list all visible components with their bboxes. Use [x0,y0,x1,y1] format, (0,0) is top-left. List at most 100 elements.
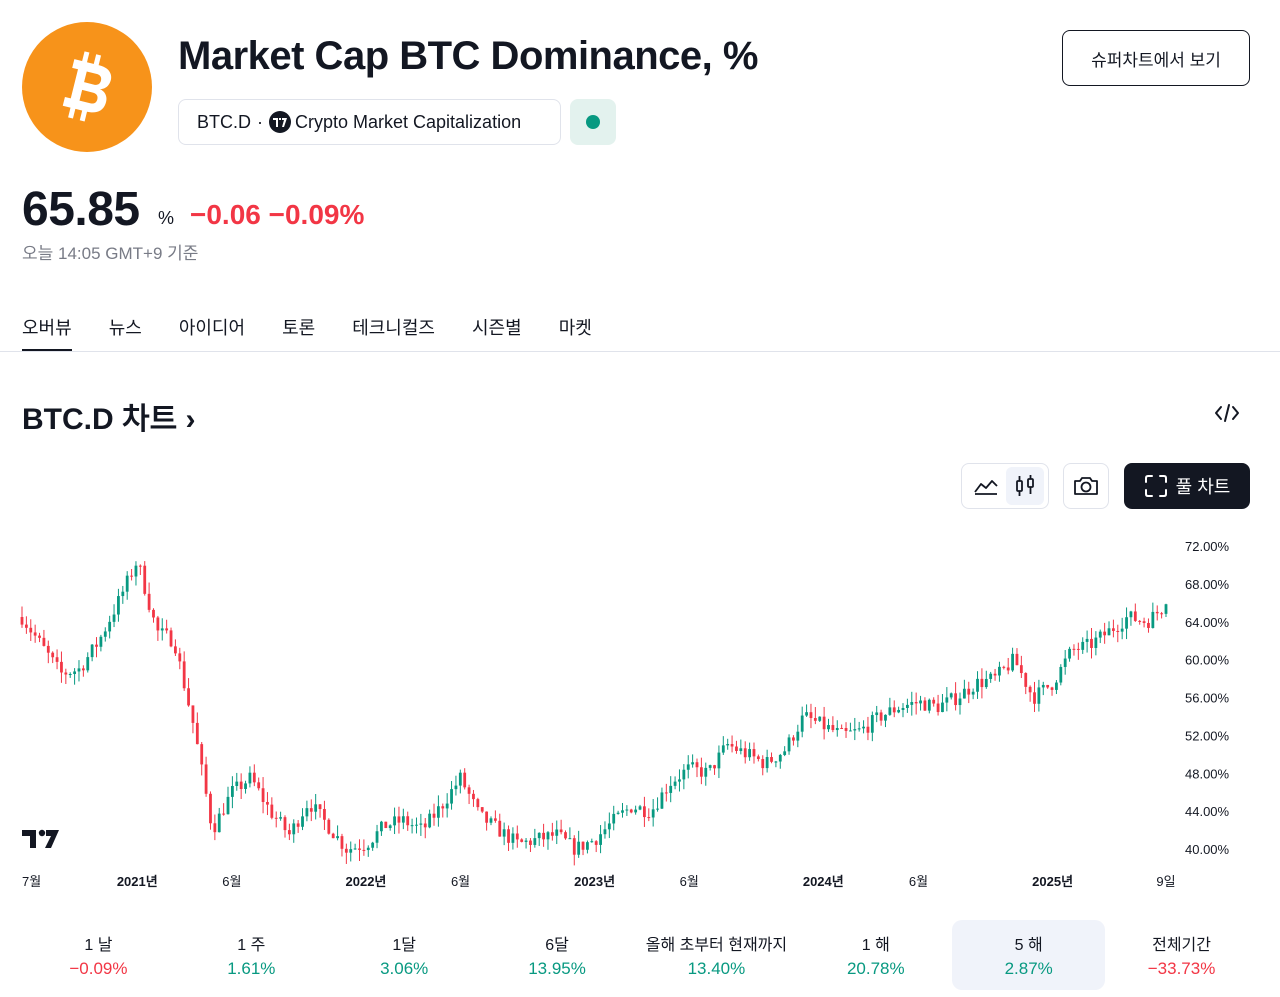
candle [292,819,296,843]
period-1w[interactable]: 1 주 1.61% [175,920,328,990]
tab-seasonals[interactable]: 시즌별 [472,318,522,338]
candle [967,681,971,704]
candle [998,661,1001,682]
price-change: −0.06 −0.09% [190,199,365,230]
period-5y[interactable]: 5 해 2.87% [952,920,1106,990]
candle [103,627,107,642]
candle [581,841,585,856]
candle [888,697,892,716]
tab-technicals[interactable]: 테크니컬즈 [352,318,435,338]
candle [178,647,182,670]
candle [616,810,620,815]
candle [160,618,164,641]
period-label: 1달 [392,937,416,954]
candle [708,764,712,771]
tab-overview[interactable]: 오버뷰 [22,314,72,352]
candle [362,839,366,856]
candle [195,712,199,745]
period-ytd[interactable]: 올해 초부터 현재까지 13.40% [634,920,800,990]
candle [226,786,230,815]
period-1m[interactable]: 1달 3.06% [328,920,481,990]
candle [375,824,379,849]
symbol-pill[interactable]: BTC.D · Crypto Market Capitalization [178,99,561,145]
candle [318,804,322,818]
period-label: 전체기간 [1152,937,1211,954]
candle [932,697,936,707]
period-1d[interactable]: 1 날 −0.09% [22,920,175,990]
candle [971,688,975,700]
candle [130,568,133,581]
tab-discussion[interactable]: 토론 [282,318,316,338]
area-chart-button[interactable] [967,467,1005,505]
full-chart-button[interactable]: 풀 차트 [1124,463,1250,509]
candle [384,821,388,829]
candle [55,649,59,670]
snapshot-button[interactable] [1063,463,1109,509]
candle [721,736,725,755]
candle [406,811,410,831]
candle [191,705,195,734]
period-label: 1 날 [84,937,113,954]
candle [914,692,918,715]
candle [117,588,120,622]
candle [143,561,147,596]
period-label: 올해 초부터 현재까지 [645,937,788,954]
candle [174,639,177,656]
period-1y[interactable]: 1 해 20.78% [799,920,952,990]
candle [156,615,160,641]
candle [783,746,787,757]
candle [919,695,922,711]
candle [621,802,624,818]
candle [555,820,559,845]
candle [612,805,616,831]
candle [108,615,112,639]
super-chart-button[interactable]: 슈퍼차트에서 보기 [1062,30,1250,86]
candle [1138,620,1142,625]
candle [1112,619,1115,638]
bitcoin-logo [22,22,152,152]
candle [559,819,563,835]
candle [664,783,668,802]
tab-news[interactable]: 뉴스 [108,318,142,338]
candle [147,582,151,613]
embed-code-icon[interactable] [1210,396,1244,430]
chart-section-title[interactable]: BTC.D 차트 › [22,394,196,438]
candle [1006,657,1010,675]
candle [270,797,274,820]
y-tick-label: 56.00% [1185,691,1230,706]
period-6m[interactable]: 6달 13.95% [481,920,634,990]
candle [590,838,594,843]
candle [1129,610,1133,626]
chevron-right-icon: › [185,403,196,436]
candle [564,830,567,840]
period-value: 3.06% [380,959,429,978]
candle [607,812,611,839]
candle [792,735,795,746]
candle [1002,665,1006,670]
candle [29,619,33,642]
candle [125,571,129,600]
candles-button[interactable] [1005,467,1044,505]
candle [209,791,212,830]
candle [261,777,265,814]
market-status-button[interactable] [570,99,616,145]
candle [1090,628,1093,659]
tab-markets[interactable]: 마켓 [558,318,592,338]
fullscreen-icon [1144,475,1167,497]
x-tick-label: 6월 [451,874,470,889]
candle [778,753,782,769]
tab-ideas[interactable]: 아이디어 [178,318,246,338]
period-label: 1 주 [237,937,266,954]
candle [51,651,55,664]
candle [134,561,138,586]
candle [1107,621,1111,636]
candle [866,716,870,741]
candle [599,825,602,854]
quote-timestamp: 오늘 14:05 GMT+9 기준 [22,244,199,263]
candle [1011,647,1014,672]
candle [1072,644,1076,656]
candle [230,776,234,809]
btc-dominance-chart[interactable]: 72.00% 68.00% 64.00% 60.00% 56.00% 52.00% 48.0… [0,520,1280,900]
candle [99,634,103,652]
period-all[interactable]: 전체기간 −33.73% [1105,920,1258,990]
